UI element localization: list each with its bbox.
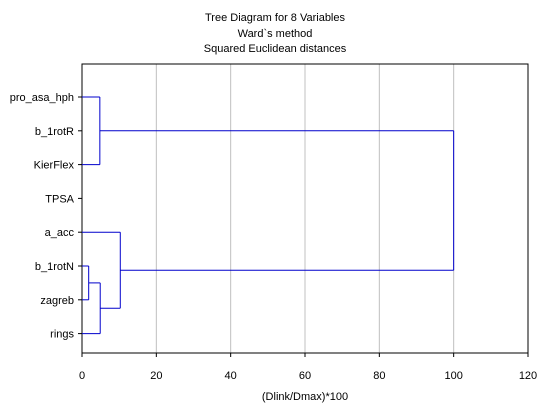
leaf-label-b_1rotN: b_1rotN <box>35 261 74 273</box>
leaf-label-rings: rings <box>50 329 74 341</box>
chart-subtitle-method: Ward`s method <box>237 28 313 40</box>
x-tick-label-80: 80 <box>373 370 385 382</box>
x-tick-label-0: 0 <box>79 370 85 382</box>
leaf-label-TPSA: TPSA <box>45 193 74 205</box>
x-axis-ticks: 0 20 40 60 80 100 120 <box>79 353 537 382</box>
leaf-labels: pro_asa_hph b_1rotR KierFlex TPSA a_acc b_1ro… <box>10 92 82 341</box>
x-tick-label-20: 20 <box>150 370 162 382</box>
x-tick-label-120: 120 <box>519 370 537 382</box>
dendrogram-links <box>82 96 455 335</box>
leaf-label-zagreb: zagreb <box>40 295 74 307</box>
leaf-label-pro_asa_hph: pro_asa_hph <box>10 92 74 104</box>
grid-lines <box>155 64 455 353</box>
leaf-label-a_acc: a_acc <box>45 227 75 239</box>
chart-subtitle-distance: Squared Euclidean distances <box>203 43 347 55</box>
x-axis-label: (Dlink/Dmax)*100 <box>261 391 349 403</box>
leaf-label-b_1rotR: b_1rotR <box>35 126 74 138</box>
chart-title: Tree Diagram for 8 Variables <box>205 12 345 24</box>
x-tick-label-100: 100 <box>444 370 462 382</box>
leaf-label-KierFlex: KierFlex <box>34 160 75 172</box>
x-tick-label-60: 60 <box>299 370 311 382</box>
x-tick-label-40: 40 <box>225 370 237 382</box>
